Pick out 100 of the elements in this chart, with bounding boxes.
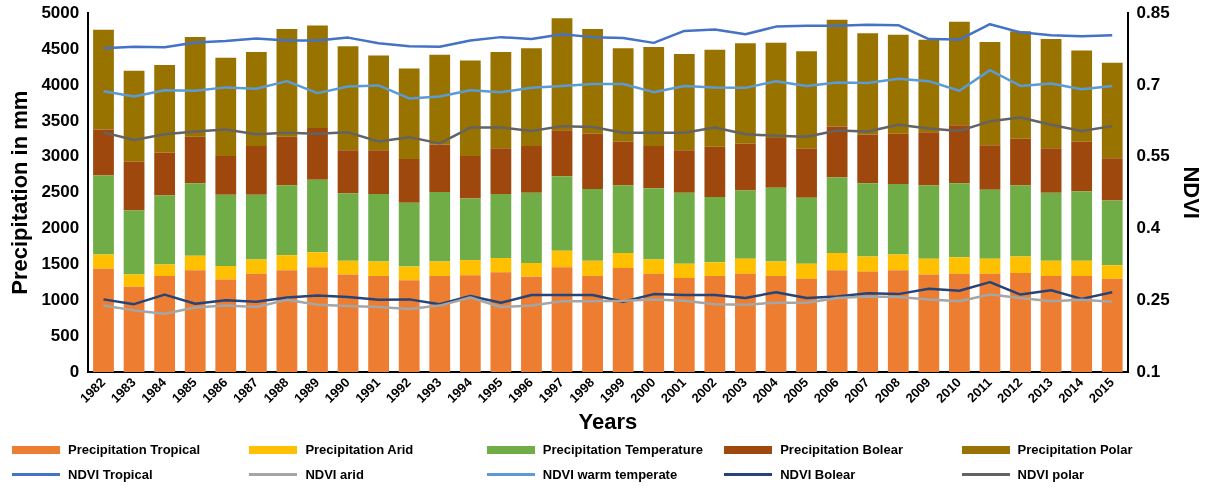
bar bbox=[1010, 185, 1031, 257]
bar bbox=[643, 146, 665, 189]
bar bbox=[307, 252, 328, 268]
bar bbox=[1010, 256, 1031, 274]
bar bbox=[215, 279, 237, 373]
y2-tick-label: 0.25 bbox=[1136, 290, 1170, 310]
bar bbox=[918, 274, 940, 373]
bar bbox=[765, 261, 787, 276]
bar bbox=[521, 146, 542, 193]
bar bbox=[857, 256, 879, 272]
bar bbox=[551, 130, 573, 177]
bar bbox=[735, 273, 756, 373]
bar bbox=[582, 275, 603, 373]
bar bbox=[1101, 265, 1123, 279]
bar bbox=[857, 134, 879, 184]
bar bbox=[857, 183, 879, 257]
bar bbox=[1071, 275, 1093, 373]
bar bbox=[765, 187, 787, 262]
bar bbox=[307, 128, 328, 180]
x-axis-title: Years bbox=[578, 408, 638, 434]
bar bbox=[673, 263, 695, 279]
bar bbox=[490, 257, 512, 273]
bar bbox=[123, 286, 145, 373]
bar bbox=[857, 33, 879, 135]
bar bbox=[490, 51, 512, 149]
bar bbox=[245, 259, 267, 274]
y2-tick-label: 0.7 bbox=[1136, 74, 1161, 94]
bar bbox=[307, 25, 328, 129]
bar bbox=[521, 263, 542, 277]
bar bbox=[735, 43, 756, 144]
bar bbox=[704, 196, 726, 263]
bar bbox=[735, 143, 756, 191]
bar bbox=[796, 51, 817, 149]
legend-label: Precipitation Arid bbox=[305, 442, 414, 457]
bar bbox=[184, 183, 206, 256]
bar bbox=[765, 42, 787, 139]
bar bbox=[643, 273, 665, 373]
bar bbox=[643, 46, 665, 146]
bar bbox=[93, 129, 114, 176]
bar bbox=[1071, 191, 1093, 261]
y-tick-label: 2000 bbox=[41, 218, 80, 238]
bar bbox=[1040, 275, 1062, 373]
legend-label: Precipitation Temperature bbox=[542, 442, 703, 457]
legend-label: NDVI arid bbox=[305, 467, 364, 482]
bar bbox=[673, 150, 695, 193]
y-tick-label: 500 bbox=[50, 325, 80, 345]
bar bbox=[184, 270, 206, 373]
y2-axis-title: NDVI bbox=[1178, 166, 1204, 219]
bar bbox=[673, 278, 695, 373]
bar bbox=[215, 265, 237, 280]
y2-tick-label: 0.85 bbox=[1136, 2, 1170, 22]
bar bbox=[459, 198, 481, 261]
bar bbox=[704, 275, 726, 373]
bar bbox=[1071, 141, 1093, 192]
bar bbox=[826, 126, 848, 178]
bar bbox=[398, 158, 420, 203]
bar bbox=[337, 260, 359, 275]
bar bbox=[551, 176, 573, 251]
bar bbox=[368, 261, 389, 276]
bar bbox=[337, 150, 359, 194]
bar bbox=[337, 193, 359, 261]
bar bbox=[123, 210, 145, 275]
bar bbox=[368, 150, 389, 195]
bar bbox=[826, 19, 848, 127]
bar bbox=[429, 191, 451, 262]
bar bbox=[521, 48, 542, 146]
bar bbox=[184, 136, 206, 184]
bar bbox=[429, 144, 451, 192]
bar bbox=[1101, 158, 1123, 201]
y2-tick-label: 0.1 bbox=[1136, 361, 1161, 381]
bar bbox=[918, 185, 940, 259]
bar bbox=[490, 148, 512, 195]
bar bbox=[1040, 260, 1062, 276]
bar bbox=[307, 179, 328, 253]
bar bbox=[582, 260, 603, 276]
bar bbox=[276, 270, 298, 373]
bar bbox=[612, 268, 634, 373]
bar bbox=[1010, 138, 1031, 186]
bar bbox=[796, 263, 817, 279]
legend-label: NDVI polar bbox=[1017, 467, 1085, 482]
bar bbox=[551, 18, 573, 131]
bar bbox=[245, 146, 267, 195]
bar bbox=[1040, 39, 1062, 149]
bar bbox=[704, 262, 726, 276]
bar bbox=[429, 261, 451, 276]
legend-label: Precipitation Polar bbox=[1017, 442, 1133, 457]
bar bbox=[582, 133, 603, 190]
y-tick-label: 0 bbox=[69, 361, 80, 381]
bar bbox=[979, 189, 1001, 259]
bar bbox=[521, 276, 542, 373]
legend-label: NDVI warm temperate bbox=[542, 467, 678, 482]
y-tick-label: 2500 bbox=[41, 182, 80, 202]
bar bbox=[704, 146, 726, 197]
bar bbox=[704, 49, 726, 147]
bar bbox=[276, 255, 298, 271]
legend-label: NDVI Bolear bbox=[780, 467, 856, 482]
bar bbox=[582, 189, 603, 261]
bar bbox=[765, 138, 787, 188]
bar bbox=[215, 156, 237, 195]
bar bbox=[1101, 278, 1123, 373]
